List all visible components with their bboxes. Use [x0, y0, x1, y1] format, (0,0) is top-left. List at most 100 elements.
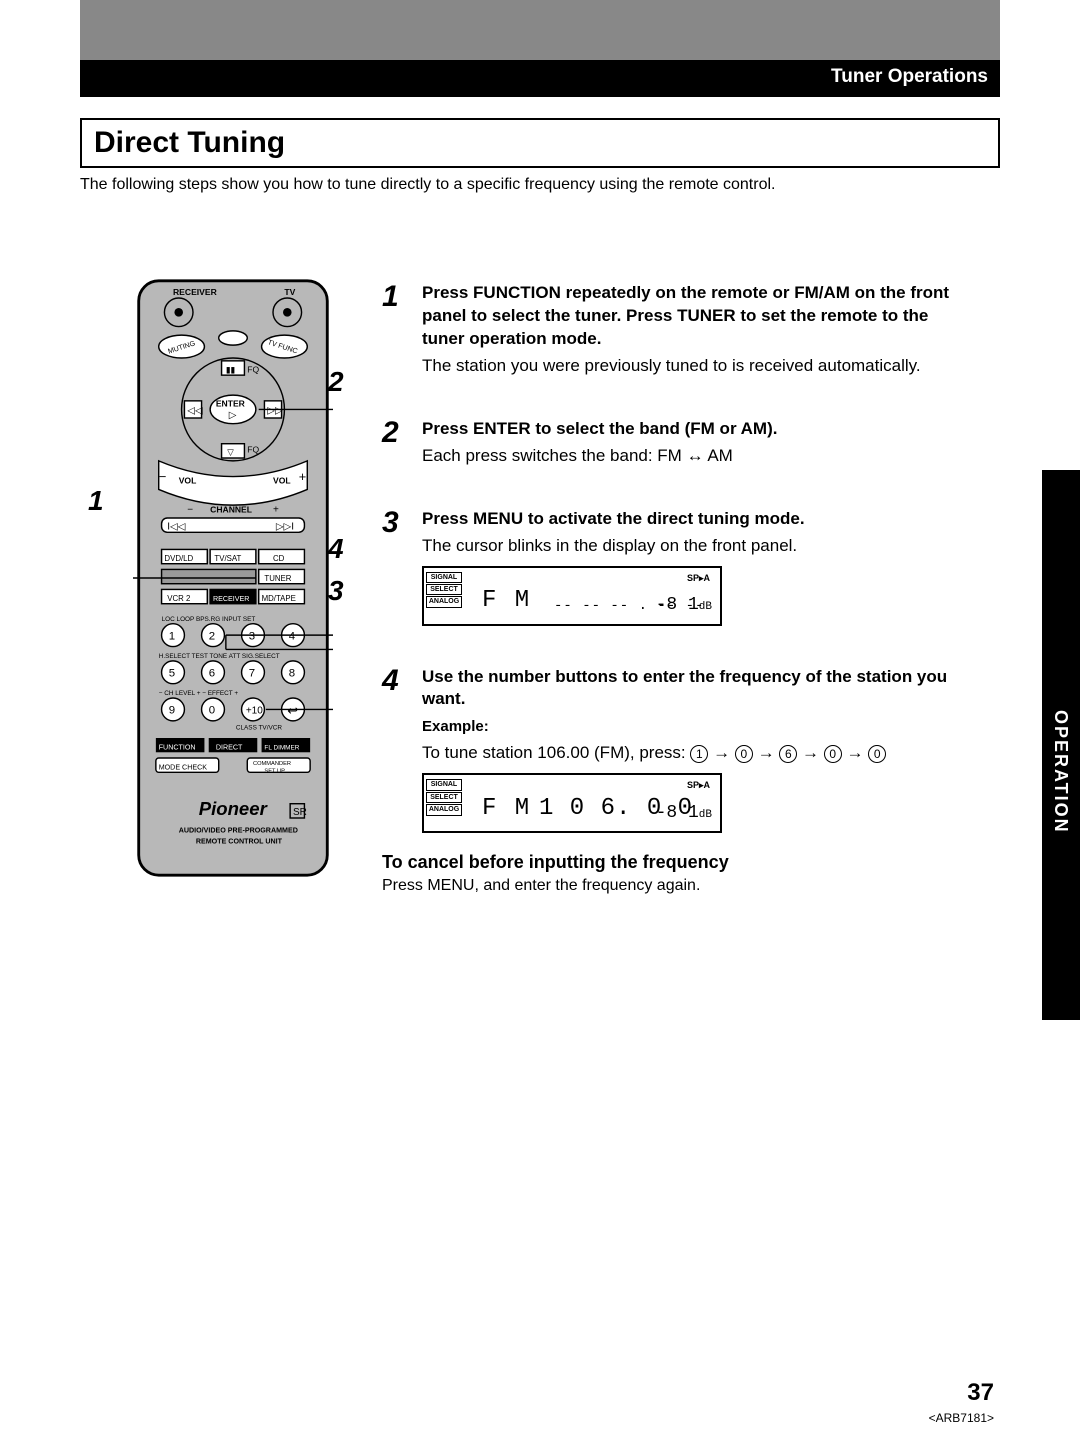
header-section-title: Tuner Operations — [831, 66, 988, 88]
svg-text:TV/SAT: TV/SAT — [214, 554, 241, 563]
page-number: 37 — [967, 1379, 994, 1407]
svg-text:MODE CHECK: MODE CHECK — [159, 763, 208, 771]
svg-text:Pioneer: Pioneer — [199, 798, 269, 819]
svg-text:3: 3 — [249, 630, 255, 642]
step-heading: Press MENU to activate the direct tuning… — [422, 509, 805, 528]
cancel-body: Press MENU, and enter the frequency agai… — [382, 877, 962, 895]
svg-text:COMMANDER: COMMANDER — [253, 761, 291, 767]
svg-text:VCR 2: VCR 2 — [167, 594, 190, 603]
step-2: 2 Press ENTER to select the band (FM or … — [382, 418, 972, 468]
step-heading: Press ENTER to select the band (FM or AM… — [422, 419, 777, 438]
display-labels: SIGNAL SELECT ANALOG — [424, 775, 464, 831]
remote-illustration: RECEIVER TV MUTING TV FUNC ▮▮ FQ ▽ FQ ◁◁… — [133, 278, 333, 883]
svg-text:+: + — [273, 504, 279, 515]
svg-text:CD: CD — [273, 554, 285, 563]
step-text: The station you were previously tuned to… — [422, 355, 972, 378]
svg-text:CLASS TV/VCR: CLASS TV/VCR — [236, 724, 283, 731]
callout-3: 3 — [328, 575, 344, 607]
svg-text:+10: +10 — [246, 706, 263, 717]
svg-text:TV: TV — [284, 287, 295, 297]
display-sp: SP▸A — [687, 572, 710, 584]
svg-text:↩: ↩ — [287, 703, 298, 718]
example-sequence: To tune station 106.00 (FM), press: 1 → … — [422, 742, 972, 765]
svg-text:FL DIMMER: FL DIMMER — [264, 744, 299, 751]
svg-text:+: + — [299, 469, 307, 484]
svg-text:ENTER: ENTER — [216, 399, 246, 409]
callout-1: 1 — [88, 485, 104, 517]
step-body: Use the number buttons to enter the freq… — [422, 666, 972, 834]
cancel-section: To cancel before inputting the frequency… — [382, 852, 962, 895]
display-labels: SIGNAL SELECT ANALOG — [424, 568, 464, 624]
footer-code: <ARB7181> — [929, 1411, 994, 1425]
svg-text:4: 4 — [289, 630, 296, 642]
svg-text:▽: ▽ — [227, 447, 234, 457]
display-level: -8 1dB — [656, 593, 712, 617]
cancel-heading: To cancel before inputting the frequency — [382, 852, 962, 873]
svg-text:− CH LEVEL + −: − CH LEVEL + − EFFECT + — [159, 690, 239, 697]
front-panel-display: SIGNAL SELECT ANALOG SP▸A F M -- -- -- .… — [422, 566, 722, 626]
svg-text:0: 0 — [209, 705, 215, 717]
svg-text:VOL: VOL — [179, 476, 197, 486]
svg-text:RECEIVER: RECEIVER — [213, 595, 249, 603]
callout-4: 4 — [328, 533, 344, 565]
step-1: 1 Press FUNCTION repeatedly on the remot… — [382, 282, 972, 378]
svg-text:FUNCTION: FUNCTION — [159, 743, 196, 751]
side-tab-label: OPERATION — [1050, 710, 1071, 834]
step-4: 4 Use the number buttons to enter the fr… — [382, 666, 972, 834]
svg-text:MD/TAPE: MD/TAPE — [262, 594, 296, 603]
step-heading: Use the number buttons to enter the freq… — [422, 667, 947, 709]
step-number: 1 — [382, 282, 408, 378]
svg-text:TUNER: TUNER — [264, 574, 291, 583]
svg-text:9: 9 — [169, 705, 175, 717]
svg-text:SR: SR — [293, 807, 307, 818]
svg-text:AUDIO/VIDEO PRE-PROGRAMMED: AUDIO/VIDEO PRE-PROGRAMMED — [179, 826, 298, 834]
step-number: 2 — [382, 418, 408, 468]
svg-text:▷▷I: ▷▷I — [276, 521, 294, 532]
svg-text:SET UP: SET UP — [264, 768, 285, 774]
step-text: Each press switches the band: FM ↔ AM — [422, 445, 972, 468]
step-number: 4 — [382, 666, 408, 834]
intro-text: The following steps show you how to tune… — [80, 176, 1000, 194]
remote-svg: RECEIVER TV MUTING TV FUNC ▮▮ FQ ▽ FQ ◁◁… — [133, 278, 333, 878]
svg-text:DIRECT: DIRECT — [216, 743, 243, 751]
step-number: 3 — [382, 508, 408, 626]
svg-text:CHANNEL: CHANNEL — [210, 504, 252, 514]
step-text: The cursor blinks in the display on the … — [422, 535, 972, 558]
display-band: F M — [482, 585, 531, 617]
step-3: 3 Press MENU to activate the direct tuni… — [382, 508, 972, 626]
example-label: Example: — [422, 718, 489, 735]
svg-text:1: 1 — [169, 630, 175, 642]
svg-text:RECEIVER: RECEIVER — [173, 287, 218, 297]
svg-text:LOC LOOP BPS.RG INPU: LOC LOOP BPS.RG INPUT SET — [162, 616, 256, 623]
step-body: Press ENTER to select the band (FM or AM… — [422, 418, 972, 468]
header-black-bar: Tuner Operations — [80, 60, 1000, 94]
svg-text:8: 8 — [289, 668, 295, 680]
page-title: Direct Tuning — [80, 118, 1000, 168]
front-panel-display: SIGNAL SELECT ANALOG SP▸A F M 1 0 6. 0 0… — [422, 773, 722, 833]
callout-2: 2 — [328, 366, 344, 398]
svg-text:6: 6 — [209, 668, 215, 680]
display-level: -8 1dB — [656, 801, 712, 825]
header-rule — [80, 94, 1000, 97]
svg-text:I◁◁: I◁◁ — [167, 521, 185, 532]
svg-text:FQ: FQ — [247, 364, 259, 374]
svg-text:▮▮: ▮▮ — [226, 364, 236, 374]
display-band: F M — [482, 793, 531, 825]
svg-text:DVD/LD: DVD/LD — [164, 554, 193, 563]
header-gray-bar — [80, 0, 1000, 60]
side-tab: OPERATION — [1042, 470, 1080, 1020]
display-sp: SP▸A — [687, 779, 710, 791]
svg-text:2: 2 — [209, 630, 215, 642]
svg-text:▷: ▷ — [229, 410, 237, 421]
svg-text:7: 7 — [249, 668, 255, 680]
step-body: Press MENU to activate the direct tuning… — [422, 508, 972, 626]
svg-text:H.SELECT TEST TONE ATT SI: H.SELECT TEST TONE ATT SIG.SELECT — [159, 653, 280, 660]
svg-text:VOL: VOL — [273, 476, 291, 486]
steps-list: 1 Press FUNCTION repeatedly on the remot… — [382, 282, 972, 873]
svg-text:−: − — [159, 469, 167, 484]
svg-text:FQ: FQ — [247, 444, 259, 454]
svg-text:5: 5 — [169, 668, 175, 680]
svg-text:−: − — [187, 504, 193, 515]
step-heading: Press FUNCTION repeatedly on the remote … — [422, 283, 949, 348]
svg-text:▷▷: ▷▷ — [267, 406, 283, 417]
